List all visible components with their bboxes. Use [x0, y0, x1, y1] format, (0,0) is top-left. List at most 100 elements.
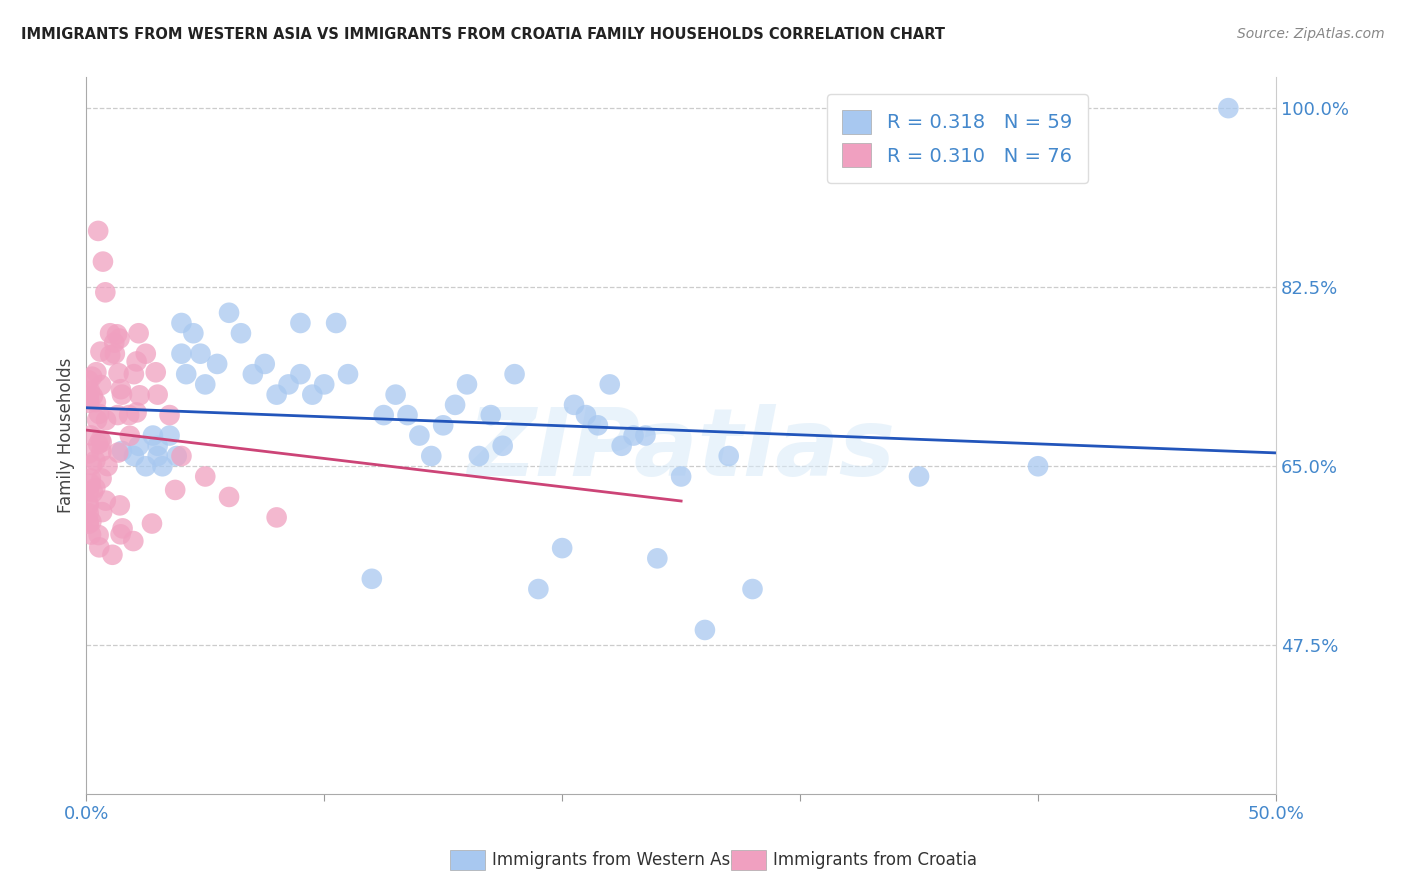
Point: [468, 449, 491, 463]
Point: [908, 469, 931, 483]
Point: [194, 469, 217, 483]
Point: [77, 396, 100, 410]
Point: [79, 384, 101, 398]
Point: [89, 344, 111, 359]
Text: IMMIGRANTS FROM WESTERN ASIA VS IMMIGRANTS FROM CROATIA FAMILY HOUSEHOLDS CORREL: IMMIGRANTS FROM WESTERN ASIA VS IMMIGRAN…: [21, 27, 945, 42]
Point: [77, 496, 100, 510]
Point: [105, 327, 128, 342]
Point: [586, 418, 609, 433]
Point: [562, 398, 585, 412]
Point: [551, 541, 574, 555]
Point: [108, 332, 131, 346]
Point: [634, 428, 657, 442]
Point: [266, 510, 288, 524]
Point: [492, 439, 515, 453]
Point: [190, 347, 212, 361]
Point: [360, 572, 382, 586]
Point: [456, 377, 478, 392]
Point: [669, 469, 692, 483]
Point: [90, 435, 112, 450]
Point: [87, 407, 110, 421]
Point: [146, 439, 169, 453]
Point: [420, 449, 443, 463]
Point: [98, 348, 121, 362]
Point: [373, 408, 395, 422]
Point: [82, 369, 104, 384]
Point: [290, 316, 312, 330]
Point: [384, 387, 406, 401]
Point: [77, 516, 100, 531]
Point: [599, 377, 621, 392]
Point: [170, 449, 193, 463]
Point: [741, 582, 763, 596]
Point: [110, 527, 132, 541]
Point: [80, 458, 103, 472]
Point: [80, 471, 103, 485]
Point: [623, 428, 645, 442]
Point: [314, 377, 336, 392]
Point: [135, 459, 157, 474]
Point: [165, 483, 187, 497]
Point: [84, 453, 107, 467]
Point: [94, 285, 117, 300]
Point: [122, 367, 145, 381]
Point: [80, 527, 103, 541]
Point: [170, 347, 193, 361]
Point: [135, 347, 157, 361]
Point: [122, 449, 145, 463]
Point: [146, 387, 169, 401]
Point: [266, 387, 288, 401]
Point: [77, 484, 100, 499]
Point: [118, 429, 141, 443]
Text: ZIPatlas: ZIPatlas: [467, 404, 896, 496]
Point: [125, 405, 148, 419]
Point: [408, 428, 430, 442]
Point: [218, 306, 240, 320]
Point: [107, 366, 129, 380]
Point: [86, 413, 108, 427]
Text: Immigrants from Western Asia: Immigrants from Western Asia: [492, 851, 745, 869]
Point: [325, 316, 347, 330]
Point: [104, 347, 127, 361]
Point: [91, 505, 114, 519]
Point: [242, 367, 264, 381]
Point: [432, 418, 454, 433]
Point: [290, 367, 312, 381]
Point: [479, 408, 502, 422]
Y-axis label: Family Households: Family Households: [58, 358, 75, 513]
Point: [647, 551, 669, 566]
Point: [142, 428, 165, 442]
Point: [91, 254, 114, 268]
Point: [111, 443, 134, 458]
Text: Immigrants from Croatia: Immigrants from Croatia: [773, 851, 977, 869]
Point: [80, 428, 103, 442]
Point: [166, 449, 188, 463]
Point: [89, 433, 111, 447]
Point: [77, 373, 100, 387]
Point: [98, 326, 121, 341]
Point: [77, 516, 100, 530]
Point: [277, 377, 299, 392]
Point: [174, 367, 197, 381]
Point: [396, 408, 419, 422]
Point: [77, 390, 100, 404]
Point: [122, 534, 145, 549]
Point: [96, 458, 118, 473]
Point: [1026, 459, 1049, 474]
Point: [575, 408, 598, 422]
Point: [693, 623, 716, 637]
Point: [159, 428, 181, 442]
Point: [170, 316, 193, 330]
Point: [80, 515, 103, 529]
Point: [79, 476, 101, 491]
Point: [183, 326, 205, 341]
Point: [86, 365, 108, 379]
Point: [145, 365, 167, 379]
Point: [128, 388, 150, 402]
Point: [337, 367, 360, 381]
Point: [503, 367, 526, 381]
Point: [110, 382, 132, 396]
Point: [90, 378, 112, 392]
Point: [111, 521, 134, 535]
Point: [152, 459, 174, 474]
